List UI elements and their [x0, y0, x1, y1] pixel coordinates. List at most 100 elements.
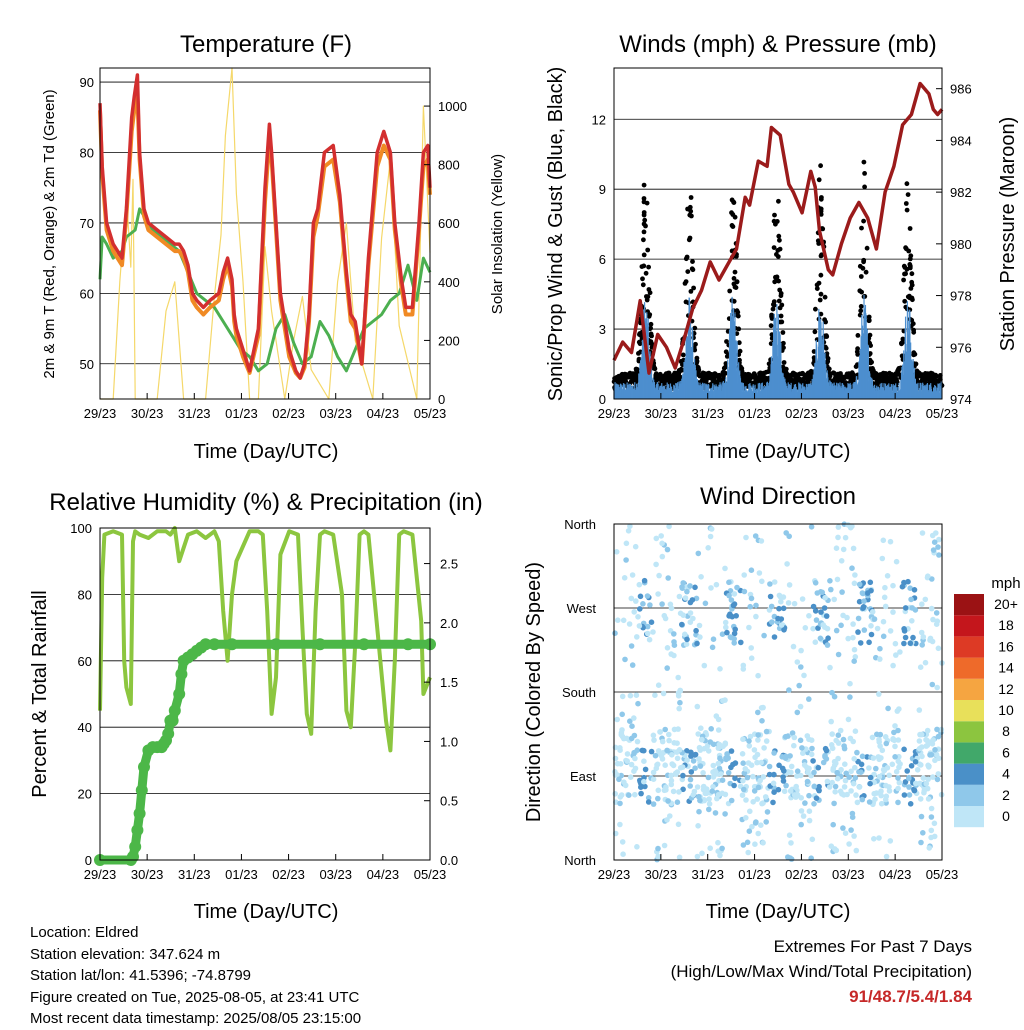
direction-point — [800, 813, 807, 819]
wind-gust-point — [818, 253, 824, 259]
direction-point — [794, 659, 801, 665]
wind-gust-point — [648, 321, 654, 327]
precip-point — [199, 638, 212, 651]
wind-gust-point — [624, 373, 629, 378]
winds-xticks: 29/23 30/23 31/23 01/23 02/23 03/23 04/23 05/23 — [598, 393, 958, 421]
humidity-xticks: 29/23 30/23 31/23 01/23 02/23 03/23 04/23 05/23 — [84, 854, 446, 882]
direction-point — [919, 530, 926, 536]
direction-ytick-label: West — [567, 601, 597, 616]
direction-point — [651, 737, 657, 743]
temperature-ytick-label: 70 — [80, 216, 94, 231]
direction-point — [665, 798, 671, 804]
direction-point — [785, 769, 791, 775]
direction-point — [701, 797, 707, 803]
direction-point — [717, 852, 723, 859]
wind-gust-point — [822, 333, 828, 339]
wind-gust-point — [768, 357, 773, 363]
direction-point — [652, 752, 659, 759]
wind-gust-point — [641, 263, 647, 269]
legend-swatch — [954, 700, 984, 722]
direction-yticks: North East South West North — [562, 517, 596, 868]
wind-gust-point — [861, 159, 867, 165]
direction-point — [660, 690, 667, 697]
wind-gust-point — [691, 285, 696, 291]
direction-point — [899, 583, 906, 590]
wind-gust-point — [775, 254, 781, 259]
legend-label: 18 — [998, 617, 1014, 633]
direction-point — [813, 617, 820, 623]
rh-line — [98, 526, 432, 753]
direction-point — [850, 738, 856, 745]
station-location: Location: Eldred — [30, 924, 139, 941]
direction-point — [666, 523, 672, 530]
direction-point — [629, 572, 636, 578]
direction-point — [842, 830, 849, 836]
direction-point — [864, 590, 871, 596]
direction-point — [637, 606, 643, 612]
direction-point — [880, 537, 887, 544]
wind-gust-point — [772, 212, 777, 218]
direction-point — [828, 586, 834, 593]
wind-gust-point — [895, 370, 901, 376]
legend-label: 20+ — [994, 596, 1018, 612]
direction-point — [786, 582, 793, 588]
direction-point — [812, 639, 819, 645]
direction-point — [870, 755, 877, 761]
wind-gust-point — [716, 375, 722, 381]
legend-swatch — [954, 742, 984, 764]
direction-point — [826, 784, 833, 790]
wind-gust-point — [840, 379, 845, 385]
legend-label: 6 — [1002, 744, 1010, 760]
direction-point — [741, 588, 748, 595]
wind-gust-point — [813, 306, 818, 312]
wind-gust-point — [765, 369, 771, 375]
wind-gust-point — [763, 375, 769, 381]
direction-point — [928, 814, 935, 820]
wind-gust-point — [866, 318, 872, 324]
direction-point — [637, 593, 644, 600]
direction-point — [933, 530, 939, 536]
direction-point — [822, 624, 828, 630]
direction-point — [624, 751, 631, 757]
humidity-ylabel: Percent & Total Rainfall — [29, 590, 51, 798]
direction-point — [705, 748, 712, 754]
direction-point — [687, 619, 694, 625]
direction-point — [876, 773, 883, 780]
legend-swatch — [954, 721, 984, 743]
winds-ytick-label: 6 — [599, 252, 606, 267]
direction-point — [627, 774, 634, 780]
direction-point — [763, 728, 770, 735]
direction-point — [839, 589, 845, 595]
direction-point — [927, 637, 933, 643]
direction-point — [625, 528, 632, 534]
winds-ytick-label: 12 — [592, 112, 606, 127]
direction-point — [838, 558, 845, 564]
direction-point — [897, 649, 903, 655]
direction-point — [664, 817, 670, 823]
winds-y2tick-label: 982 — [950, 185, 972, 200]
direction-point — [925, 776, 931, 782]
direction-point — [631, 715, 637, 721]
direction-point — [858, 769, 864, 775]
direction-point — [893, 652, 899, 658]
direction-point — [655, 845, 661, 852]
direction-point — [827, 578, 833, 584]
direction-point — [617, 800, 623, 807]
direction-point — [702, 790, 709, 797]
direction-point — [612, 630, 618, 636]
wind-gust-point — [734, 254, 739, 259]
wind-gust-point — [652, 365, 657, 371]
direction-point — [914, 767, 921, 773]
direction-point — [785, 600, 792, 606]
direction-point — [656, 572, 662, 579]
wind-gust-point — [692, 325, 698, 331]
direction-point — [791, 734, 798, 741]
direction-point — [696, 622, 703, 629]
direction-point — [667, 813, 673, 819]
temperature-y2ticks: 0 200 400 600 800 1000 — [424, 99, 467, 407]
direction-point — [849, 814, 856, 820]
direction-point — [777, 594, 784, 600]
direction-point — [883, 740, 890, 747]
direction-point — [626, 621, 633, 627]
direction-point — [742, 766, 749, 772]
